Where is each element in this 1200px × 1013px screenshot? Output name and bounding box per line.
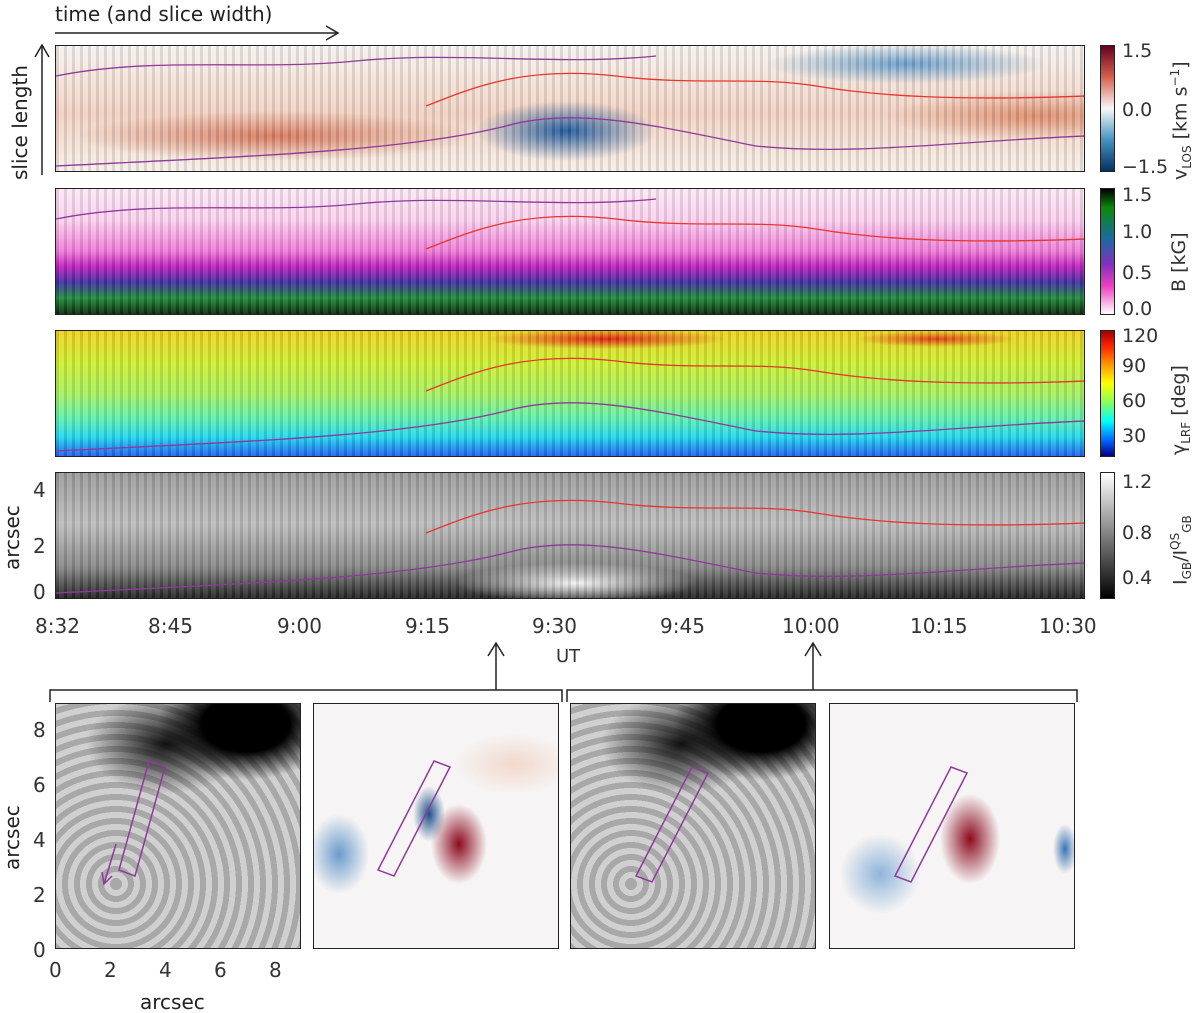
B-colorbar xyxy=(1100,188,1115,315)
contours xyxy=(56,499,1084,594)
contours xyxy=(56,198,1084,250)
time-tick: 9:00 xyxy=(277,614,322,638)
y-tick: 0 xyxy=(33,580,46,604)
contours xyxy=(56,357,1084,452)
cb-tick: 0.0 xyxy=(1122,99,1153,121)
intensity-colorbar xyxy=(1100,472,1115,599)
y-tick: 6 xyxy=(33,773,46,797)
x-axis-label: arcsec xyxy=(140,990,205,1013)
time-tick: 10:00 xyxy=(782,614,840,638)
velocity-map-2 xyxy=(829,703,1075,949)
time-tick: 9:30 xyxy=(532,614,577,638)
intensity-map-1 xyxy=(55,703,301,949)
slice-box xyxy=(893,766,969,883)
cb-tick: 0.5 xyxy=(1122,262,1153,284)
intensity-colorbar-title: IGB/IQSGB xyxy=(1168,515,1195,585)
cb-tick: 1.5 xyxy=(1122,40,1153,62)
time-tick: 10:30 xyxy=(1039,614,1097,638)
B-panel xyxy=(55,188,1085,315)
cb-tick: 120 xyxy=(1122,325,1159,347)
cb-tick: 1.5 xyxy=(1122,184,1153,206)
time-tick: 10:15 xyxy=(910,614,968,638)
cb-tick: 30 xyxy=(1122,425,1147,447)
y-tick: 0 xyxy=(33,938,46,962)
time-tick: 9:45 xyxy=(660,614,705,638)
time-arrow-label: time (and slice width) xyxy=(55,2,273,26)
x-tick: 4 xyxy=(159,958,172,982)
B-colorbar-title: B [kG] xyxy=(1168,232,1190,292)
time-tick: 8:45 xyxy=(148,614,193,638)
intensity-panel xyxy=(55,472,1085,599)
bottom-y-axis-label: arcsec xyxy=(0,805,24,870)
time-tick: 9:15 xyxy=(405,614,450,638)
gamma-colorbar xyxy=(1100,330,1115,457)
y-axis-label: arcsec xyxy=(0,505,24,570)
slice-box xyxy=(376,760,452,877)
time-axis-label: UT xyxy=(556,646,581,667)
y-tick: 2 xyxy=(33,883,46,907)
y-tick: 4 xyxy=(33,828,46,852)
y-tick: 4 xyxy=(33,478,46,502)
x-tick: 2 xyxy=(104,958,117,982)
y-tick: 8 xyxy=(33,718,46,742)
cb-tick: 90 xyxy=(1122,355,1147,377)
cb-tick: 60 xyxy=(1122,390,1147,412)
y-tick: 2 xyxy=(33,534,46,558)
gamma-panel xyxy=(55,330,1085,457)
intensity-map-2 xyxy=(570,703,816,949)
contours xyxy=(56,55,1084,167)
vlos-colorbar-title: vLOS [km s−1] xyxy=(1168,61,1195,180)
cb-tick: 0.0 xyxy=(1122,298,1153,320)
x-tick: 8 xyxy=(269,958,282,982)
slice-box xyxy=(101,760,166,886)
vlos-colorbar xyxy=(1100,45,1115,172)
cb-tick: 0.8 xyxy=(1122,522,1153,544)
slice-box xyxy=(634,766,710,883)
velocity-map-1 xyxy=(313,703,559,949)
cb-tick: 1.2 xyxy=(1122,471,1153,493)
cb-tick: 1.0 xyxy=(1122,221,1153,243)
slice-length-label: slice length xyxy=(8,65,32,180)
x-tick: 6 xyxy=(214,958,227,982)
x-tick: 0 xyxy=(49,958,62,982)
cb-tick: 0.4 xyxy=(1122,567,1153,589)
gamma-colorbar-title: γLRF [deg] xyxy=(1168,365,1193,455)
vlos-panel xyxy=(55,45,1085,172)
time-tick: 8:32 xyxy=(35,614,80,638)
cb-tick: −1.5 xyxy=(1122,156,1169,178)
